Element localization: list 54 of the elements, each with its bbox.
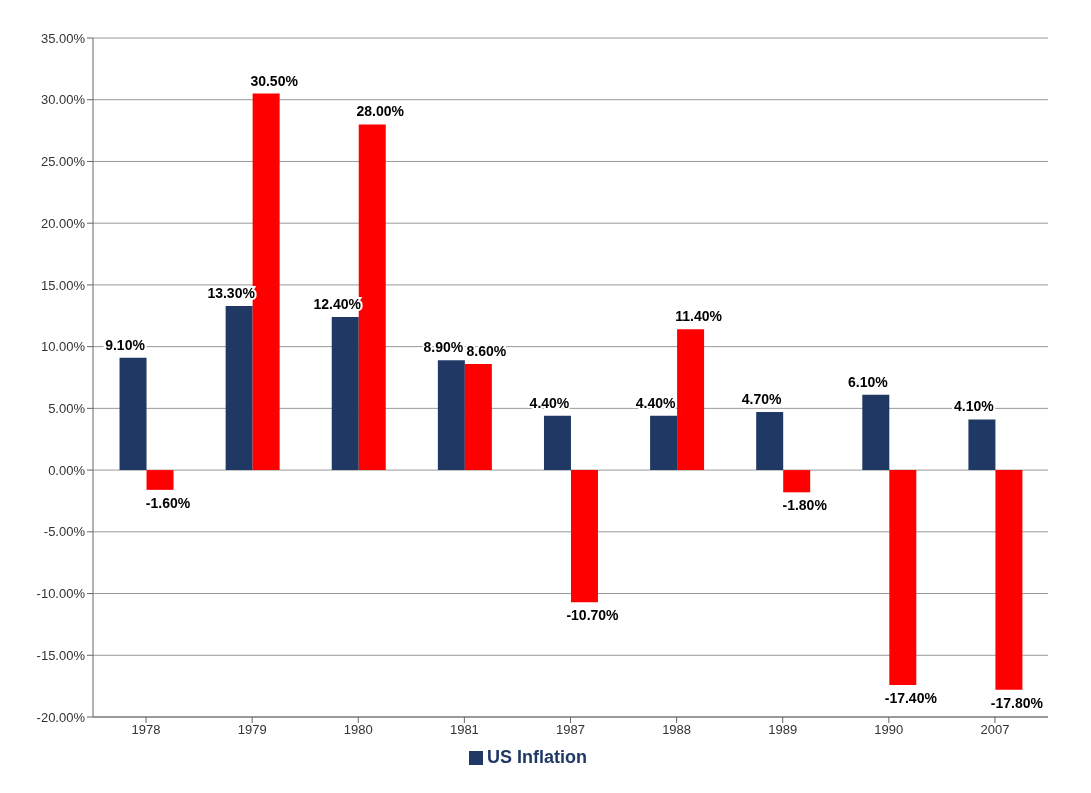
x-tick-label: 1978 xyxy=(131,722,161,738)
y-tick-label: -10.00% xyxy=(36,586,86,602)
bar xyxy=(677,329,705,471)
y-tick-label: 5.00% xyxy=(48,400,86,416)
bar xyxy=(437,360,465,471)
data-label: -1.60% xyxy=(145,494,191,511)
data-label: 4.10% xyxy=(954,398,995,415)
bar xyxy=(650,415,678,471)
bar xyxy=(889,470,917,685)
data-label: 6.10% xyxy=(847,373,889,390)
x-tick-label: 1980 xyxy=(343,722,373,738)
y-tick-label: 30.00% xyxy=(40,92,86,108)
x-tick-label: 1981 xyxy=(449,722,479,738)
data-label: 8.90% xyxy=(423,339,464,356)
bar xyxy=(862,394,890,471)
bar xyxy=(968,419,996,471)
y-tick-label: 15.00% xyxy=(40,277,86,293)
y-tick-label: 10.00% xyxy=(40,339,86,355)
y-tick-label: -15.00% xyxy=(36,647,86,663)
data-label: 4.40% xyxy=(635,394,676,411)
data-label: 11.40% xyxy=(675,308,723,325)
bar xyxy=(331,317,359,471)
x-tick-label: 2007 xyxy=(980,722,1010,738)
y-tick-label: -20.00% xyxy=(36,709,86,725)
bar xyxy=(464,363,492,471)
x-tick-label: 1989 xyxy=(768,722,798,738)
data-label: 30.50% xyxy=(250,72,299,89)
y-tick-label: 25.00% xyxy=(40,154,86,170)
bar xyxy=(570,470,598,603)
legend-label: US Inflation xyxy=(487,747,587,767)
bar xyxy=(995,470,1023,690)
data-label: 4.70% xyxy=(741,391,783,408)
bar xyxy=(756,412,784,471)
data-label: 9.10% xyxy=(105,336,146,353)
data-label: 4.40% xyxy=(529,394,570,411)
x-tick-label: 1987 xyxy=(556,722,585,738)
x-tick-label: 1988 xyxy=(662,722,692,738)
bar xyxy=(783,470,811,493)
data-label: 28.00% xyxy=(356,103,405,120)
data-label: -10.70% xyxy=(566,607,620,624)
x-tick-label: 1979 xyxy=(237,722,267,738)
y-tick-label: 35.00% xyxy=(40,30,86,46)
bar xyxy=(146,470,174,490)
bar xyxy=(543,415,571,471)
y-tick-label: 0.00% xyxy=(48,462,86,478)
data-label: -17.40% xyxy=(884,689,938,706)
y-tick-label: 20.00% xyxy=(40,215,86,231)
data-label: 8.60% xyxy=(466,342,507,359)
x-tick-label: 1990 xyxy=(874,722,904,738)
y-tick-label: -5.00% xyxy=(43,524,86,540)
data-label: -1.80% xyxy=(782,497,828,514)
bar xyxy=(225,305,253,471)
bar xyxy=(119,357,147,471)
data-label: -17.80% xyxy=(990,694,1044,711)
